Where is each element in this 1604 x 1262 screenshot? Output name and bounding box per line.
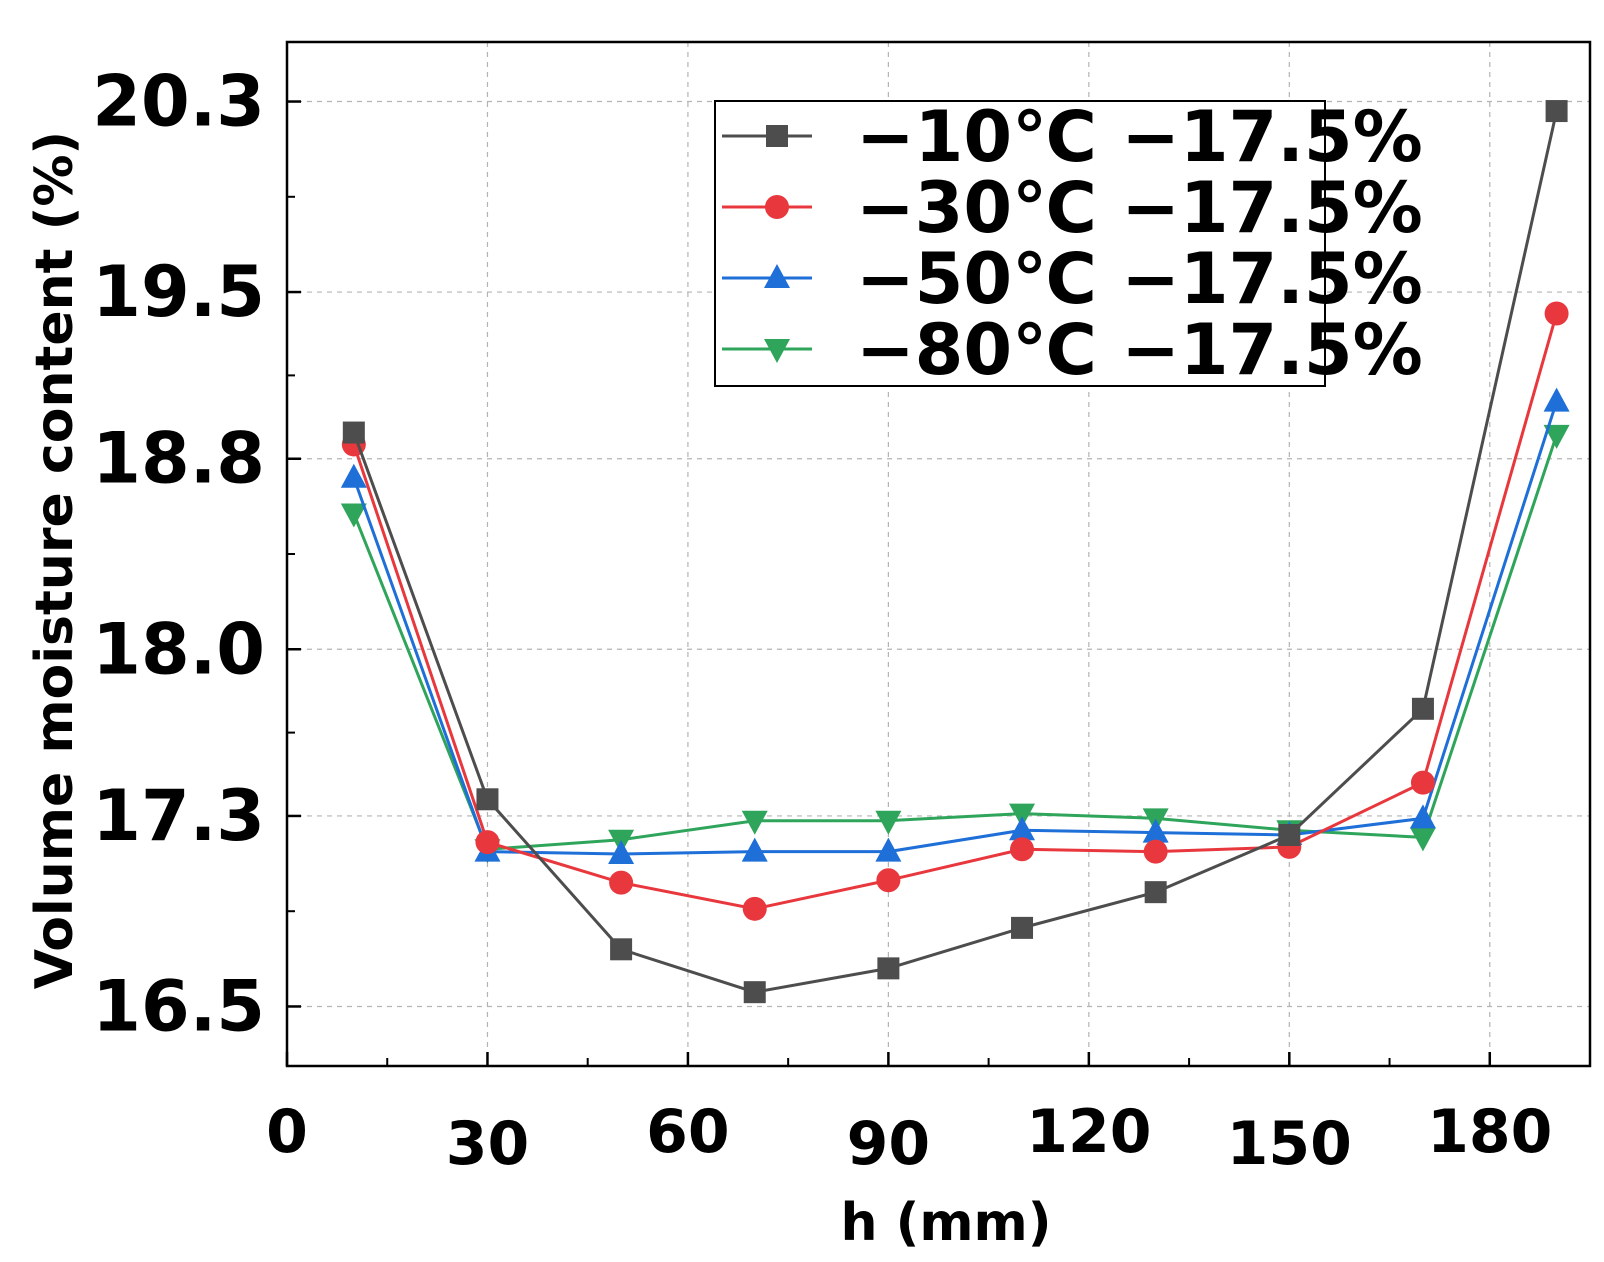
- y-axis-title: Volume moisture content (%): [25, 131, 85, 989]
- data-point: [476, 788, 499, 811]
- data-point: [1545, 100, 1568, 123]
- legend-item: −80℃ −17.5%: [722, 309, 1423, 391]
- legend-item: −50℃ −17.5%: [722, 238, 1423, 320]
- y-tick-label: 16.5: [92, 965, 265, 1047]
- x-axis-title: h (mm): [840, 1193, 1051, 1253]
- data-point: [608, 840, 635, 865]
- data-point: [610, 938, 633, 961]
- series-3: [340, 424, 1570, 864]
- series-line: [352, 434, 1559, 851]
- series-line: [352, 401, 1559, 856]
- legend-item: −10℃ −17.5%: [722, 96, 1423, 178]
- series-0: [342, 100, 1568, 1004]
- data-point: [1543, 387, 1570, 412]
- data-point: [1011, 916, 1034, 939]
- data-point: [1543, 424, 1570, 449]
- data-point: [876, 868, 901, 893]
- y-tick-label: 20.3: [92, 61, 265, 143]
- x-tick-label: 150: [1227, 1109, 1352, 1179]
- legend-item: −30℃ −17.5%: [722, 167, 1423, 249]
- data-point: [1544, 301, 1569, 326]
- data-point: [340, 503, 367, 528]
- series-1: [341, 301, 1569, 921]
- legend: −10℃ −17.5%−30℃ −17.5%−50℃ −17.5%−80℃ −1…: [714, 96, 1423, 391]
- data-point: [342, 421, 365, 444]
- data-point: [1143, 839, 1168, 864]
- legend-marker: [764, 339, 790, 363]
- data-point: [742, 896, 767, 921]
- y-tick-label: 18.8: [92, 418, 265, 500]
- data-point: [1144, 881, 1167, 904]
- legend-marker: [766, 125, 788, 147]
- y-tick-label: 19.5: [92, 251, 265, 333]
- data-point: [743, 981, 766, 1004]
- x-tick-label: 0: [266, 1097, 308, 1167]
- data-point: [1009, 803, 1036, 828]
- y-tick-label: 18.0: [92, 608, 265, 690]
- data-point: [1009, 816, 1036, 841]
- legend-label: −10℃ −17.5%: [856, 96, 1423, 178]
- legend-label: −50℃ −17.5%: [856, 238, 1423, 320]
- data-point: [1409, 827, 1436, 852]
- data-point: [875, 837, 902, 862]
- x-tick-label: 90: [847, 1109, 931, 1179]
- data-point: [1278, 824, 1301, 847]
- data-point: [877, 957, 900, 980]
- data-point: [475, 830, 500, 855]
- legend-label: −80℃ −17.5%: [856, 309, 1423, 391]
- legend-box: [714, 100, 1326, 387]
- data-point: [875, 810, 902, 835]
- data-point: [1409, 804, 1436, 829]
- x-tick-label: 180: [1427, 1097, 1552, 1167]
- x-tick-label: 30: [446, 1109, 530, 1179]
- series-2: [340, 387, 1570, 865]
- y-tick-label: 17.3: [92, 775, 265, 857]
- legend-label: −30℃ −17.5%: [856, 167, 1423, 249]
- legend-marker: [765, 195, 789, 219]
- x-tick-label: 60: [646, 1097, 730, 1167]
- series-layer: [340, 100, 1570, 1004]
- data-point: [1010, 837, 1035, 862]
- series-line: [352, 110, 1559, 994]
- data-point: [609, 870, 634, 895]
- legend-marker: [764, 264, 790, 288]
- series-line: [352, 313, 1559, 911]
- data-point: [741, 810, 768, 835]
- data-point: [340, 463, 367, 488]
- data-point: [1142, 818, 1169, 843]
- data-point: [1411, 697, 1434, 720]
- axis-ticks: 0 30 60 90 120 150 180 16.5 17.3 18.0 18.8 19.5 20.3: [92, 61, 1552, 1179]
- x-tick-label: 120: [1026, 1097, 1151, 1167]
- data-point: [1410, 770, 1435, 795]
- data-point: [741, 837, 768, 862]
